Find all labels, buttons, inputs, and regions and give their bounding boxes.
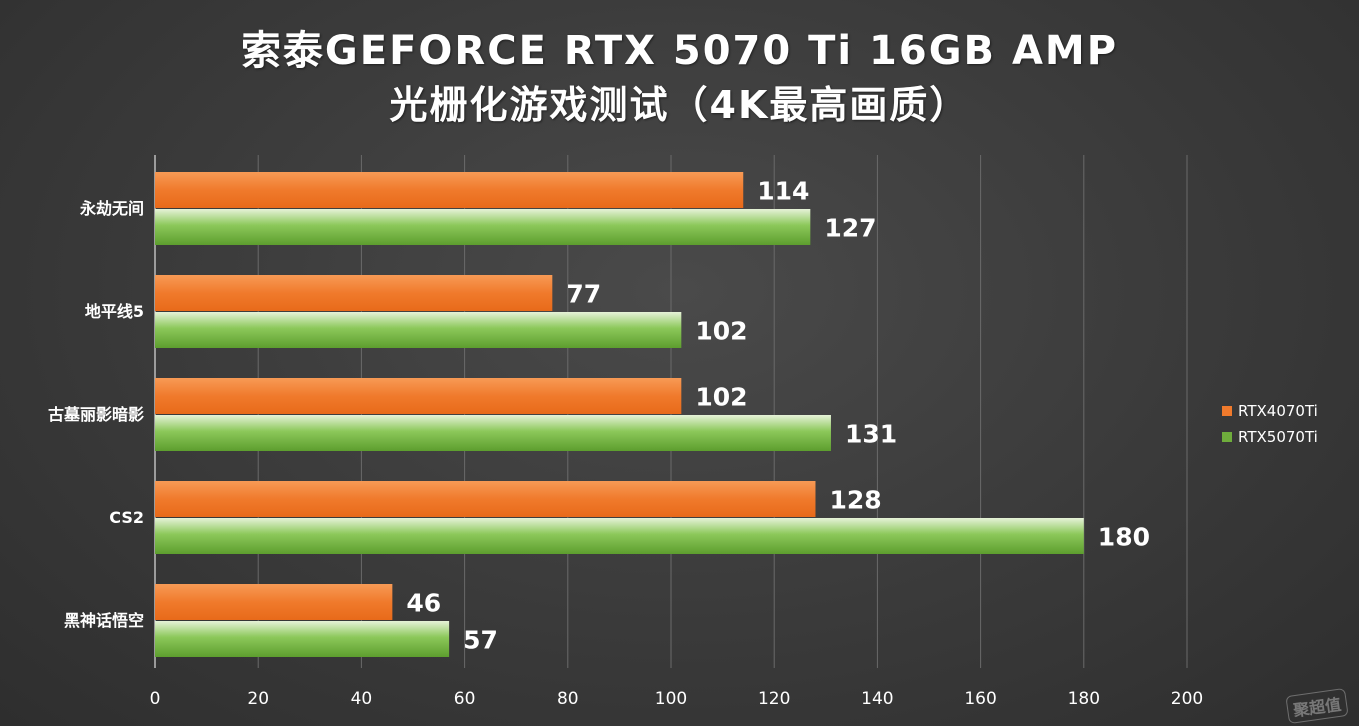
chart-title: 索泰GEFORCE RTX 5070 Ti 16GB AMP <box>240 28 1119 74</box>
bar-rtx4070ti <box>155 275 553 311</box>
data-label: 57 <box>463 626 498 655</box>
data-label: 127 <box>824 214 876 243</box>
x-tick-label: 40 <box>351 689 373 709</box>
data-label: 102 <box>695 383 747 412</box>
data-label: 180 <box>1098 523 1150 552</box>
bar-rtx4070ti <box>155 481 816 517</box>
category-label: CS2 <box>109 508 144 527</box>
data-label: 131 <box>845 420 897 449</box>
bar-rtx4070ti <box>155 378 682 414</box>
category-label: 永劫无间 <box>79 199 144 218</box>
x-tick-label: 20 <box>247 689 269 709</box>
bar-rtx5070ti <box>155 415 831 451</box>
data-label: 128 <box>829 486 881 515</box>
x-tick-label: 160 <box>964 689 996 709</box>
bars <box>155 172 1084 657</box>
legend-label: RTX4070Ti <box>1238 402 1318 420</box>
bar-rtx5070ti <box>155 312 682 348</box>
x-tick-label: 80 <box>557 689 579 709</box>
category-label: 黑神话悟空 <box>64 611 144 630</box>
legend-item-rtx5070ti: RTX5070Ti <box>1222 424 1318 450</box>
value-labels: 114 127 77 102 102 131 128 180 46 57 <box>406 177 1150 655</box>
chart-subtitle: 光栅化游戏测试（4K最高画质） <box>389 83 970 127</box>
legend-item-rtx4070ti: RTX4070Ti <box>1222 398 1318 424</box>
bar-rtx5070ti <box>155 518 1084 554</box>
legend: RTX4070Ti RTX5070Ti <box>1222 398 1318 450</box>
x-tick-label: 60 <box>454 689 476 709</box>
x-tick-label: 0 <box>150 689 161 709</box>
bar-rtx5070ti <box>155 209 811 245</box>
x-axis-ticks: 0 20 40 60 80 100 120 140 160 180 200 <box>150 689 1204 709</box>
x-tick-label: 140 <box>861 689 893 709</box>
x-tick-label: 180 <box>1068 689 1100 709</box>
data-label: 46 <box>406 589 441 618</box>
bar-rtx4070ti <box>155 584 393 620</box>
data-label: 114 <box>757 177 809 206</box>
bar-rtx4070ti <box>155 172 744 208</box>
bar-rtx5070ti <box>155 621 450 657</box>
category-label: 地平线5 <box>85 302 144 321</box>
legend-swatch-green <box>1222 432 1232 442</box>
legend-label: RTX5070Ti <box>1238 428 1318 446</box>
category-label: 古墓丽影暗影 <box>48 405 144 424</box>
x-tick-label: 120 <box>758 689 790 709</box>
legend-swatch-orange <box>1222 406 1232 416</box>
data-label: 77 <box>566 280 601 309</box>
x-tick-label: 200 <box>1171 689 1203 709</box>
data-label: 102 <box>695 317 747 346</box>
x-tick-label: 100 <box>655 689 687 709</box>
